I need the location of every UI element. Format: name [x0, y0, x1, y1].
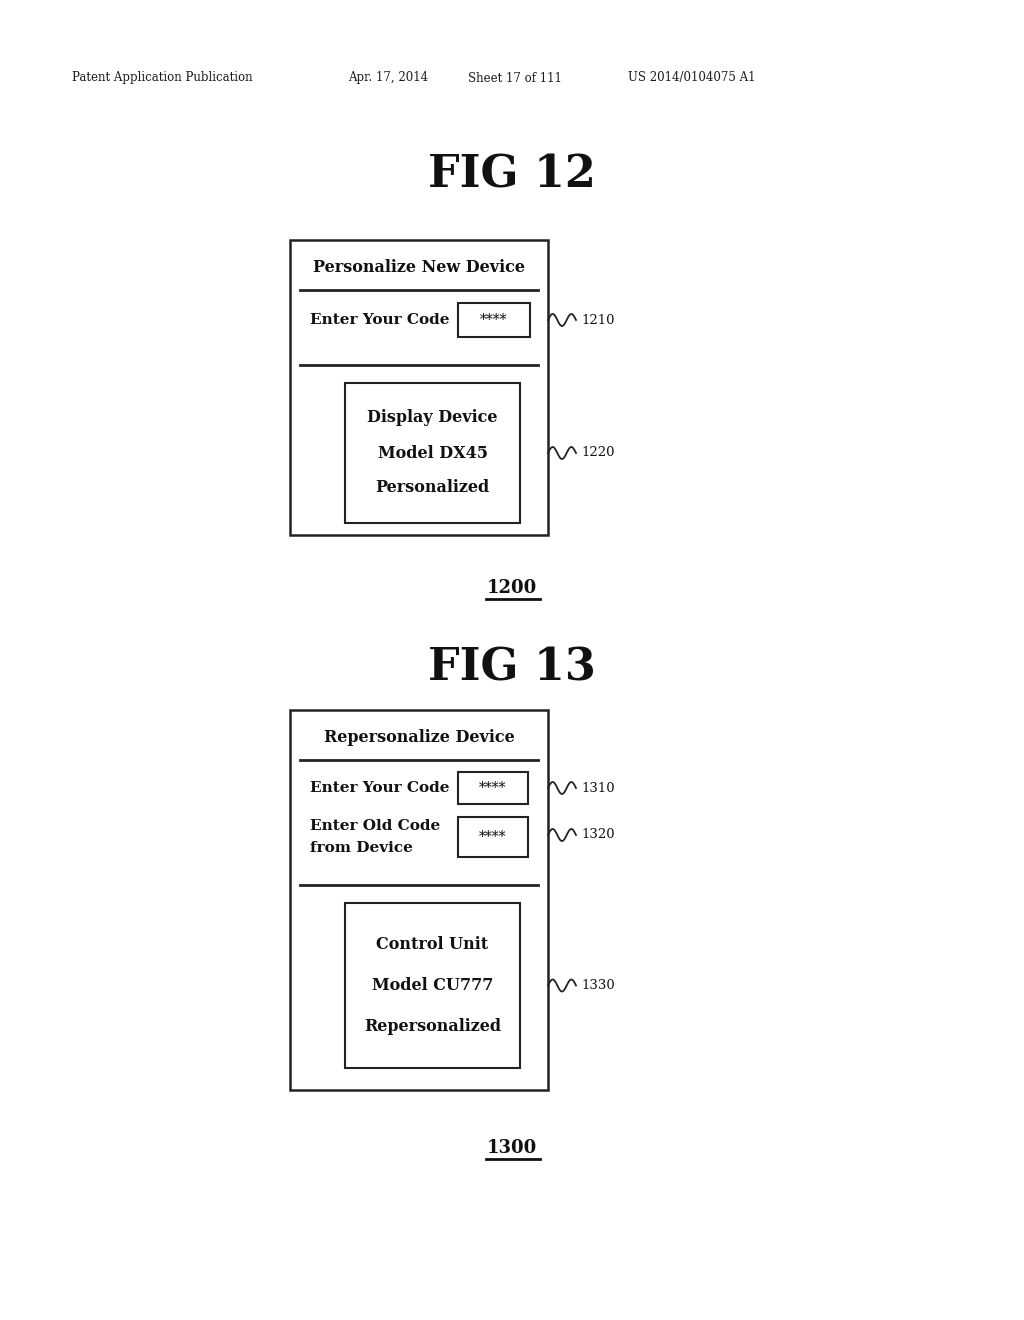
Bar: [458, 304, 530, 337]
Text: ****: ****: [479, 781, 507, 795]
Text: from Device: from Device: [310, 841, 413, 855]
Text: FIG 12: FIG 12: [428, 153, 596, 197]
Text: Personalized: Personalized: [376, 479, 489, 496]
Text: Enter Your Code: Enter Your Code: [310, 781, 450, 795]
Bar: [458, 772, 528, 804]
Text: Enter Your Code: Enter Your Code: [310, 313, 450, 327]
Bar: [345, 903, 520, 1068]
Text: Display Device: Display Device: [368, 409, 498, 426]
Text: Repersonalized: Repersonalized: [364, 1018, 501, 1035]
Bar: [345, 383, 520, 523]
Text: Personalize New Device: Personalize New Device: [313, 260, 525, 276]
Text: US 2014/0104075 A1: US 2014/0104075 A1: [628, 71, 756, 84]
Text: FIG 13: FIG 13: [428, 647, 596, 689]
Text: Repersonalize Device: Repersonalize Device: [324, 730, 514, 747]
Text: Patent Application Publication: Patent Application Publication: [72, 71, 253, 84]
Text: 1300: 1300: [486, 1139, 538, 1158]
Text: Enter Old Code: Enter Old Code: [310, 818, 440, 833]
Text: 1310: 1310: [581, 781, 614, 795]
Text: 1210: 1210: [581, 314, 614, 326]
Text: 1200: 1200: [486, 579, 538, 597]
Text: 1330: 1330: [581, 979, 614, 993]
Text: Sheet 17 of 111: Sheet 17 of 111: [468, 71, 562, 84]
Text: Model CU777: Model CU777: [372, 977, 494, 994]
Text: Model DX45: Model DX45: [378, 445, 487, 462]
Bar: [290, 710, 548, 1090]
Bar: [290, 240, 548, 535]
Text: ****: ****: [479, 830, 507, 843]
Text: Control Unit: Control Unit: [377, 936, 488, 953]
Text: 1220: 1220: [581, 446, 614, 459]
Bar: [458, 817, 528, 857]
Text: ****: ****: [480, 313, 508, 327]
Text: Apr. 17, 2014: Apr. 17, 2014: [348, 71, 428, 84]
Text: 1320: 1320: [581, 829, 614, 842]
